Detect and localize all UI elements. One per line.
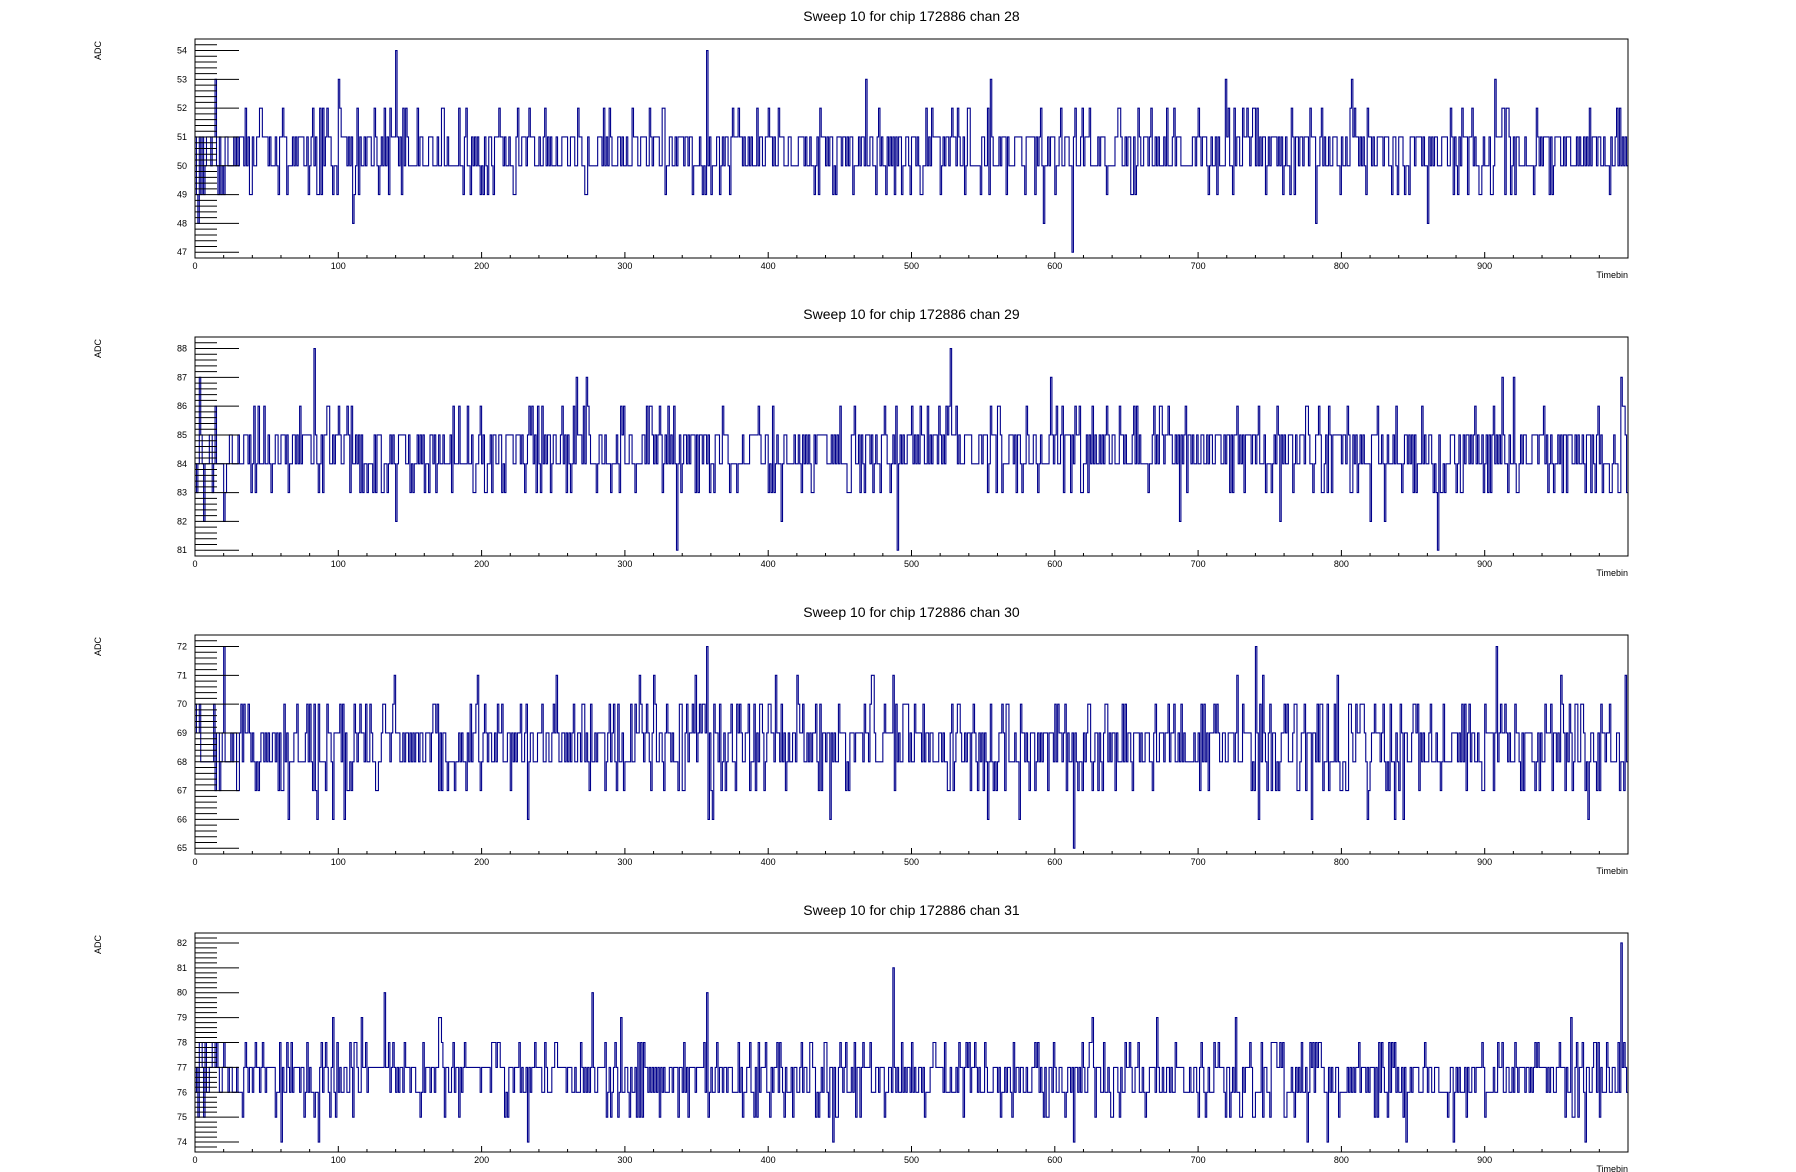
x-tick-label: 200 xyxy=(474,857,489,867)
chart-panel-2: Sweep 10 for chip 172886 chan 30 ADC Timeb… xyxy=(93,604,1629,876)
x-tick-label: 600 xyxy=(1047,1155,1062,1165)
x-tick-label: 100 xyxy=(331,559,346,569)
y-tick-label: 67 xyxy=(177,786,187,796)
x-axis-label: Timebin xyxy=(1596,866,1628,876)
y-tick-label: 54 xyxy=(177,46,187,56)
x-axis-label: Timebin xyxy=(1596,1164,1628,1172)
y-tick-label: 71 xyxy=(177,670,187,680)
x-tick-label: 200 xyxy=(474,559,489,569)
y-tick-label: 76 xyxy=(177,1087,187,1097)
y-tick-label: 49 xyxy=(177,190,187,200)
x-tick-label: 500 xyxy=(904,559,919,569)
x-tick-label: 0 xyxy=(192,857,197,867)
x-tick-label: 0 xyxy=(192,559,197,569)
y-axis-label: ADC xyxy=(93,637,103,657)
x-tick-label: 300 xyxy=(617,559,632,569)
x-tick-label: 800 xyxy=(1334,261,1349,271)
x-tick-label: 0 xyxy=(192,261,197,271)
x-tick-label: 200 xyxy=(474,1155,489,1165)
x-tick-label: 300 xyxy=(617,1155,632,1165)
chart-title: Sweep 10 for chip 172886 chan 31 xyxy=(803,902,1020,918)
series-trace-0 xyxy=(195,347,1628,551)
y-axis-label: ADC xyxy=(93,41,103,61)
y-tick-label: 69 xyxy=(177,728,187,738)
x-tick-label: 400 xyxy=(761,857,776,867)
x-tick-label: 500 xyxy=(904,857,919,867)
y-tick-label: 78 xyxy=(177,1038,187,1048)
y-tick-label: 84 xyxy=(177,459,187,469)
y-tick-label: 65 xyxy=(177,843,187,853)
x-tick-label: 800 xyxy=(1334,559,1349,569)
y-tick-label: 80 xyxy=(177,988,187,998)
x-tick-label: 600 xyxy=(1047,559,1062,569)
y-tick-label: 79 xyxy=(177,1013,187,1023)
x-axis-label: Timebin xyxy=(1596,568,1628,578)
x-tick-label: 800 xyxy=(1334,857,1349,867)
x-tick-label: 900 xyxy=(1477,261,1492,271)
x-tick-label: 700 xyxy=(1191,857,1206,867)
x-axis-label: Timebin xyxy=(1596,270,1628,280)
y-tick-label: 82 xyxy=(177,516,187,526)
y-tick-label: 72 xyxy=(177,642,187,652)
y-axis-label: ADC xyxy=(93,339,103,359)
series-trace-0 xyxy=(195,49,1628,253)
y-tick-label: 53 xyxy=(177,74,187,84)
x-tick-label: 500 xyxy=(904,1155,919,1165)
y-tick-label: 81 xyxy=(177,545,187,555)
x-tick-label: 700 xyxy=(1191,559,1206,569)
chart-panel-3: Sweep 10 for chip 172886 chan 31 ADC Timeb… xyxy=(93,902,1629,1172)
y-tick-label: 48 xyxy=(177,218,187,228)
x-tick-label: 900 xyxy=(1477,559,1492,569)
y-axis-label: ADC xyxy=(93,935,103,955)
x-tick-label: 200 xyxy=(474,261,489,271)
x-tick-label: 300 xyxy=(617,261,632,271)
y-tick-label: 87 xyxy=(177,372,187,382)
y-tick-label: 85 xyxy=(177,430,187,440)
x-tick-label: 400 xyxy=(761,1155,776,1165)
y-tick-label: 68 xyxy=(177,757,187,767)
x-tick-label: 100 xyxy=(331,1155,346,1165)
y-tick-label: 74 xyxy=(177,1137,187,1147)
chart-panel-0: Sweep 10 for chip 172886 chan 28 ADC Timeb… xyxy=(93,8,1629,280)
y-tick-label: 52 xyxy=(177,103,187,113)
x-tick-label: 400 xyxy=(761,559,776,569)
chart-title: Sweep 10 for chip 172886 chan 30 xyxy=(803,604,1020,620)
x-tick-label: 700 xyxy=(1191,261,1206,271)
x-tick-label: 900 xyxy=(1477,857,1492,867)
x-tick-label: 100 xyxy=(331,857,346,867)
y-tick-label: 88 xyxy=(177,344,187,354)
x-tick-label: 900 xyxy=(1477,1155,1492,1165)
y-tick-label: 51 xyxy=(177,132,187,142)
x-tick-label: 400 xyxy=(761,261,776,271)
y-tick-label: 83 xyxy=(177,488,187,498)
y-tick-label: 50 xyxy=(177,161,187,171)
x-tick-label: 600 xyxy=(1047,261,1062,271)
y-tick-label: 70 xyxy=(177,699,187,709)
series-trace-0 xyxy=(195,645,1628,849)
y-tick-label: 81 xyxy=(177,963,187,973)
chart-title: Sweep 10 for chip 172886 chan 29 xyxy=(803,306,1020,322)
x-tick-label: 500 xyxy=(904,261,919,271)
series-trace-0 xyxy=(195,942,1628,1143)
y-tick-label: 77 xyxy=(177,1062,187,1072)
y-tick-label: 47 xyxy=(177,247,187,257)
y-tick-label: 82 xyxy=(177,938,187,948)
y-tick-label: 66 xyxy=(177,814,187,824)
x-tick-label: 600 xyxy=(1047,857,1062,867)
x-tick-label: 800 xyxy=(1334,1155,1349,1165)
x-tick-label: 300 xyxy=(617,857,632,867)
x-tick-label: 700 xyxy=(1191,1155,1206,1165)
x-tick-label: 100 xyxy=(331,261,346,271)
chart-panel-1: Sweep 10 for chip 172886 chan 29 ADC Timeb… xyxy=(93,306,1629,578)
y-tick-label: 86 xyxy=(177,401,187,411)
y-tick-label: 75 xyxy=(177,1112,187,1122)
x-tick-label: 0 xyxy=(192,1155,197,1165)
chart-title: Sweep 10 for chip 172886 chan 28 xyxy=(803,8,1020,24)
